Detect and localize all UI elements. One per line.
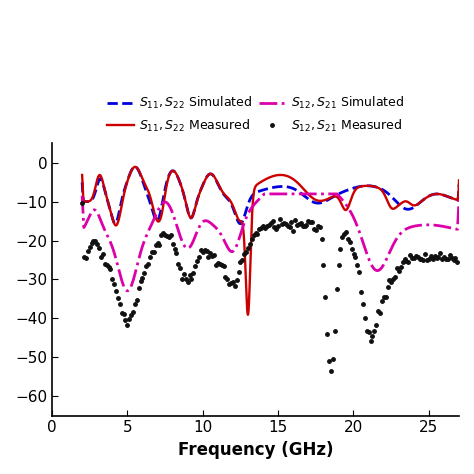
$S_{12},S_{21}$ Measured [79, 200, 85, 206]
$S_{12},S_{21}$ Simulated [263, 191, 269, 197]
$S_{12},S_{21}$ Simulated [253, 200, 258, 206]
$S_{11},S_{22}$ Simulated [456, 182, 462, 188]
$S_{11},S_{22}$ Measured [263, 176, 269, 182]
$S_{11},S_{22}$ Simulated [376, 185, 382, 191]
$S_{12},S_{21}$ Simulated [262, 191, 267, 197]
$S_{12},S_{21}$ Measured [94, 241, 100, 246]
$S_{11},S_{22}$ Measured [446, 194, 451, 200]
$S_{11},S_{22}$ Simulated [253, 190, 259, 195]
$S_{12},S_{21}$ Measured [328, 368, 334, 374]
$S_{11},S_{22}$ Simulated [263, 186, 269, 192]
$S_{12},S_{21}$ Simulated [99, 219, 104, 225]
$S_{11},S_{22}$ Simulated [132, 164, 138, 170]
$S_{11},S_{22}$ Measured [376, 185, 382, 191]
$S_{12},S_{21}$ Simulated [125, 288, 130, 293]
$S_{11},S_{22}$ Measured [253, 183, 259, 189]
$S_{11},S_{22}$ Simulated [99, 177, 104, 182]
$S_{12},S_{21}$ Simulated [79, 193, 85, 199]
$S_{12},S_{21}$ Measured [149, 249, 155, 255]
$S_{11},S_{22}$ Simulated [79, 180, 85, 185]
$S_{12},S_{21}$ Simulated [456, 197, 462, 203]
Line: $S_{12},S_{21}$ Simulated: $S_{12},S_{21}$ Simulated [82, 194, 459, 291]
Legend: $S_{11},S_{22}$ Simulated, $S_{11},S_{22}$ Measured, $S_{12},S_{21}$ Simulated, : $S_{11},S_{22}$ Simulated, $S_{11},S_{22… [107, 95, 404, 134]
$S_{11},S_{22}$ Measured [245, 312, 251, 318]
$S_{11},S_{22}$ Measured [132, 164, 138, 170]
$S_{12},S_{21}$ Measured [424, 257, 430, 263]
$S_{12},S_{21}$ Simulated [376, 267, 382, 273]
$S_{11},S_{22}$ Measured [446, 194, 451, 200]
$S_{12},S_{21}$ Measured [179, 276, 185, 282]
$S_{12},S_{21}$ Simulated [446, 225, 451, 230]
$S_{11},S_{22}$ Measured [99, 174, 104, 180]
$S_{11},S_{22}$ Measured [79, 172, 85, 178]
X-axis label: Frequency (GHz): Frequency (GHz) [178, 441, 333, 459]
$S_{12},S_{21}$ Measured [438, 250, 443, 256]
$S_{11},S_{22}$ Simulated [446, 194, 451, 200]
Line: $S_{11},S_{22}$ Measured: $S_{11},S_{22}$ Measured [82, 167, 459, 315]
Line: $S_{12},S_{21}$ Measured: $S_{12},S_{21}$ Measured [79, 200, 461, 374]
$S_{12},S_{21}$ Measured [102, 261, 108, 266]
$S_{11},S_{22}$ Measured [456, 177, 462, 183]
$S_{11},S_{22}$ Simulated [446, 194, 451, 200]
Line: $S_{11},S_{22}$ Simulated: $S_{11},S_{22}$ Simulated [82, 167, 459, 224]
$S_{12},S_{21}$ Simulated [446, 225, 451, 230]
$S_{12},S_{21}$ Measured [455, 259, 460, 265]
$S_{11},S_{22}$ Simulated [237, 221, 243, 227]
